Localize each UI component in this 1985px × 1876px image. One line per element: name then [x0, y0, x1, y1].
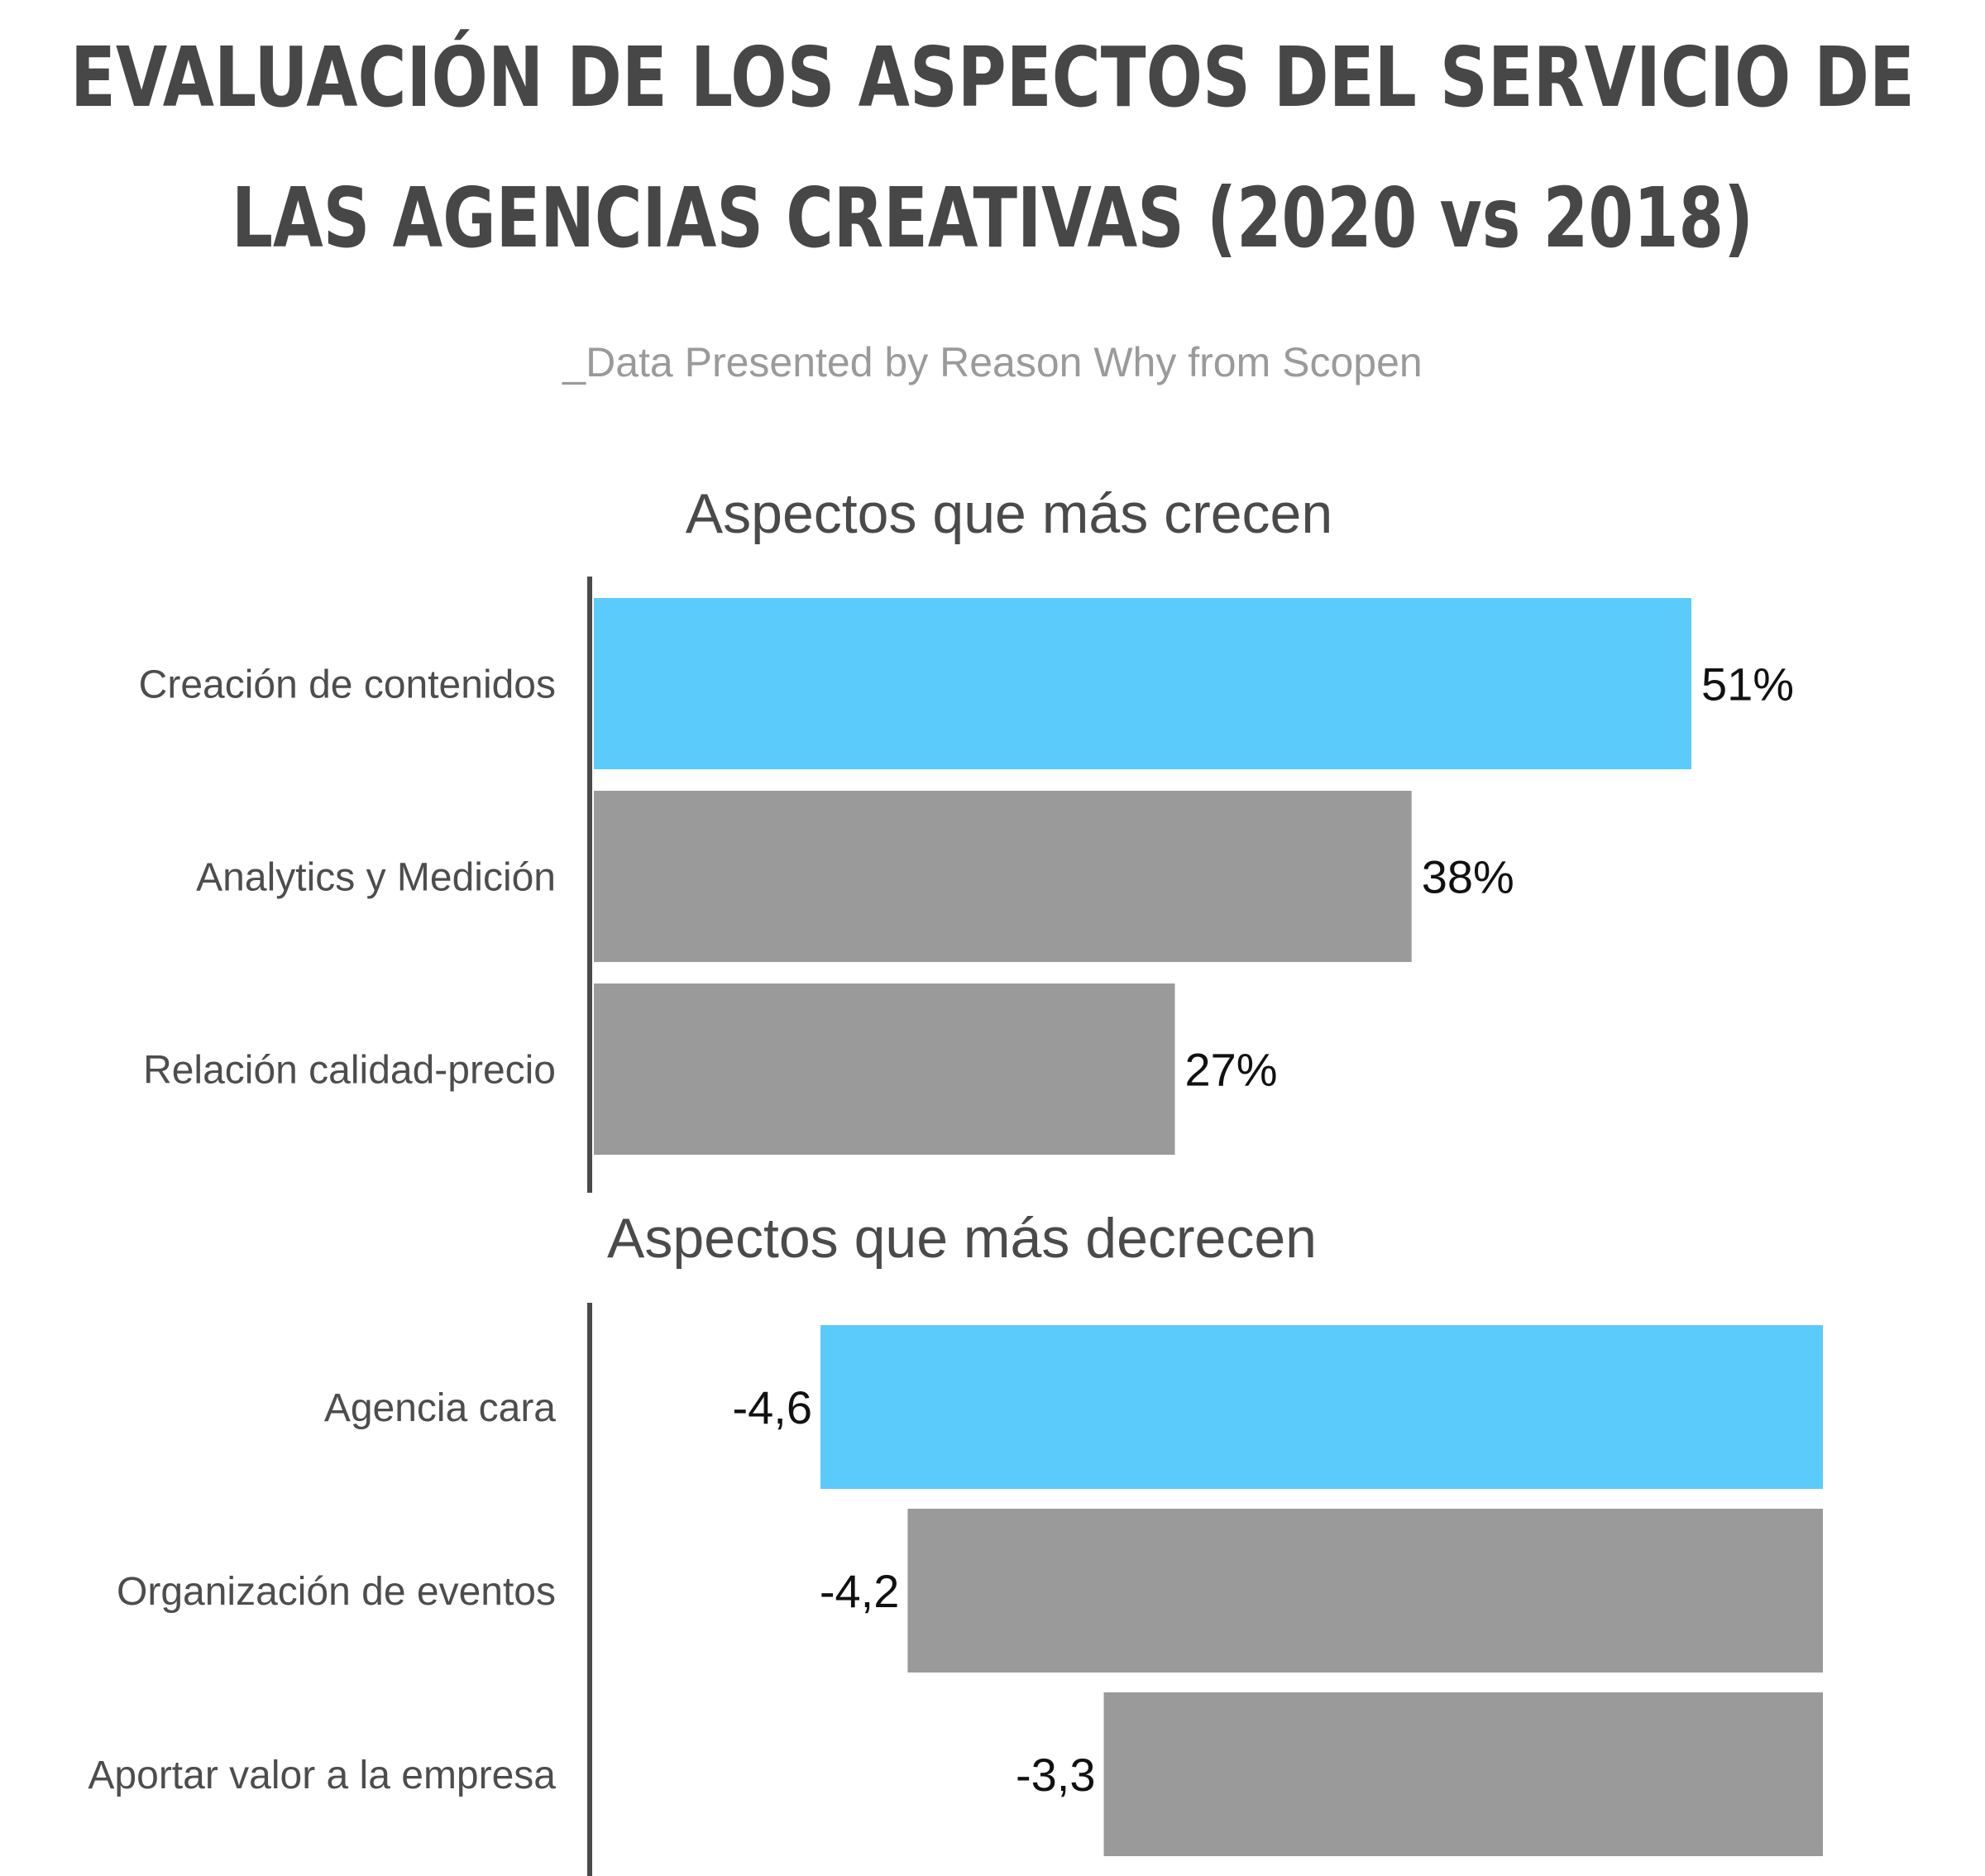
growing-bar — [594, 791, 1412, 962]
growing-value-label: 51% — [1701, 658, 1794, 711]
main-title-line-2: LAS AGENCIAS CREATIVAS (2020 vs 2018) — [232, 170, 1753, 266]
chart-growing-bars: Creación de contenidos 51% Analytics y Med… — [139, 598, 1794, 1155]
declining-value-label: -4,6 — [733, 1381, 813, 1433]
growing-category-label: Relación calidad-precio — [143, 1049, 556, 1093]
main-title-line-1: EVALUACIÓN DE LOS ASPECTOS DEL SERVICIO … — [70, 29, 1915, 126]
declining-category-label: Organización de eventos — [117, 1570, 556, 1614]
growing-category-label: Analytics y Medición — [196, 856, 556, 900]
growing-bar — [594, 983, 1175, 1155]
growing-value-label: 38% — [1422, 851, 1514, 903]
chart-declining-title: Aspectos que más decrecen — [607, 1207, 1317, 1270]
declining-category-label: Aportar valor a la empresa — [88, 1754, 556, 1797]
growing-bar — [594, 598, 1691, 769]
subtitle: _Data Presented by Reason Why from Scope… — [562, 339, 1422, 385]
declining-value-label: -4,2 — [820, 1565, 900, 1617]
declining-value-label: -3,3 — [1016, 1749, 1096, 1801]
declining-bar — [907, 1509, 1823, 1673]
declining-category-label: Agencia cara — [324, 1386, 556, 1430]
growing-category-label: Creación de contenidos — [139, 663, 556, 707]
chart-declining-bars: Agencia cara -4,6 Organización de eventos -… — [88, 1325, 1823, 1856]
growing-value-label: 27% — [1185, 1044, 1278, 1096]
chart-declining: Aspectos que más decrecen Agencia cara -4… — [88, 1207, 1823, 1876]
declining-bar — [1103, 1692, 1823, 1856]
chart-growing-title: Aspectos que más crecen — [686, 482, 1332, 545]
chart-growing: Aspectos que más crecen Creación de cont… — [139, 482, 1794, 1193]
declining-bar — [820, 1325, 1823, 1489]
